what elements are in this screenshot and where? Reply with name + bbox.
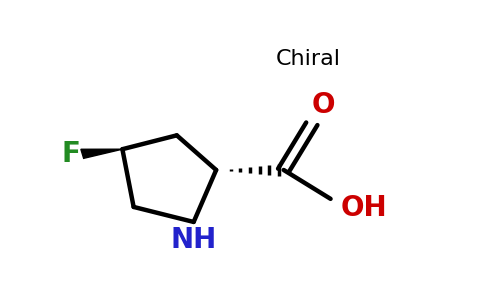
Text: O: O: [311, 91, 335, 119]
Text: F: F: [61, 140, 80, 168]
Text: NH: NH: [170, 226, 217, 254]
Text: OH: OH: [341, 194, 388, 222]
Text: Chiral: Chiral: [275, 49, 341, 69]
Polygon shape: [81, 149, 122, 158]
